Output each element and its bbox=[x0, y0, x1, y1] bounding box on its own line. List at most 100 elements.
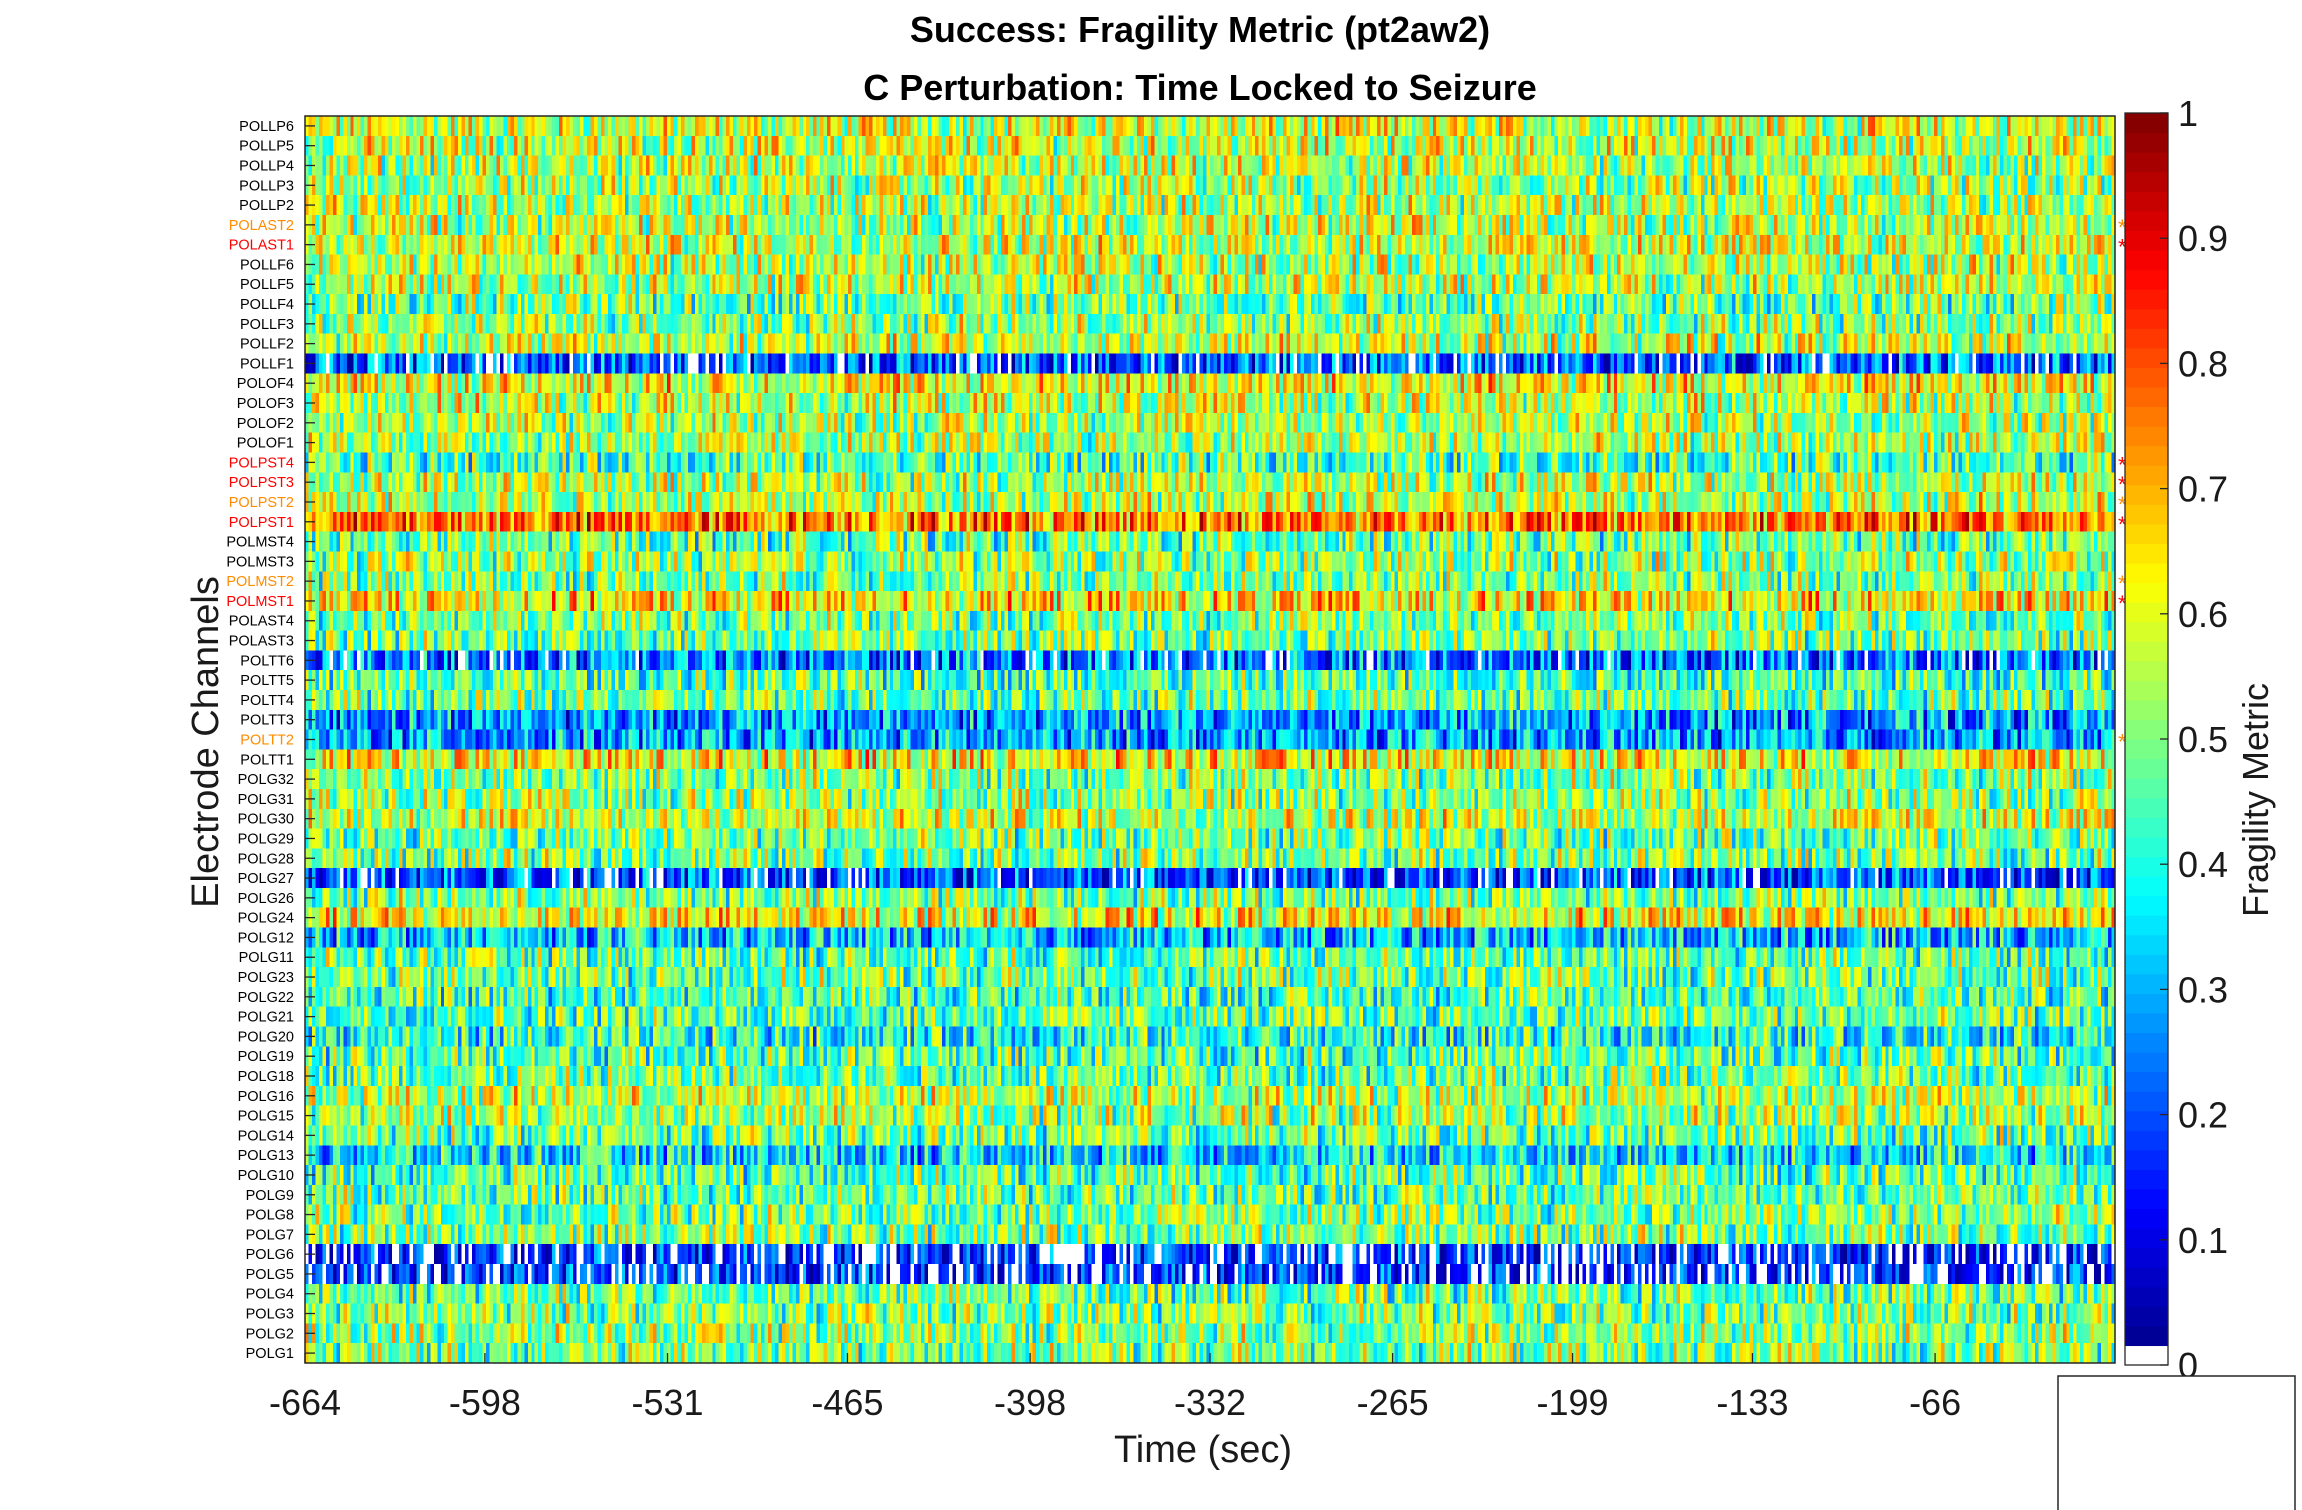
colorbar-cell bbox=[2125, 386, 2168, 408]
channel-label: POLMST4 bbox=[226, 535, 294, 551]
colorbar-cell bbox=[2125, 1306, 2168, 1327]
colorbar-tick-label: 0.1 bbox=[2178, 1220, 2228, 1261]
channel-marker: * bbox=[2118, 472, 2127, 497]
channel-marker: * bbox=[2118, 730, 2127, 755]
colorbar-cell bbox=[2125, 249, 2168, 271]
channel-label: POLG26 bbox=[238, 891, 294, 907]
channel-label: POLG5 bbox=[246, 1267, 294, 1283]
colorbar-cell bbox=[2125, 778, 2168, 799]
x-tick-label: -531 bbox=[632, 1382, 704, 1423]
channel-label: POLLP6 bbox=[239, 119, 294, 135]
channel-labels: POLLP6 POLLP5 POLLP4 POLLP3 POLLP2 POLAST2 POL… bbox=[226, 119, 294, 1362]
colorbar-cell bbox=[2125, 1110, 2168, 1131]
x-tick-label: -598 bbox=[449, 1382, 521, 1423]
channel-label: POLPST3 bbox=[229, 475, 294, 491]
channel-label: POLAST3 bbox=[229, 634, 294, 650]
colorbar-cell bbox=[2125, 289, 2168, 310]
colorbar-tick-label: 0.8 bbox=[2178, 343, 2228, 384]
colorbar-cell bbox=[2125, 1247, 2168, 1268]
x-tick-label: -332 bbox=[1174, 1382, 1246, 1423]
colorbar-cell bbox=[2125, 1130, 2168, 1151]
channel-label: POLLF5 bbox=[240, 277, 294, 293]
channel-label: POLG32 bbox=[238, 772, 294, 788]
channel-label: POLMST1 bbox=[226, 594, 294, 610]
channel-label: POLG24 bbox=[238, 911, 294, 927]
colorbar-cell bbox=[2125, 973, 2168, 994]
colorbar-cell bbox=[2125, 562, 2168, 584]
channel-label: POLAST4 bbox=[229, 614, 294, 630]
colorbar-tick-label: 1 bbox=[2178, 93, 2198, 134]
channel-label: POLLF2 bbox=[240, 337, 294, 353]
channel-label: POLLF1 bbox=[240, 356, 294, 372]
channel-label: POLG7 bbox=[246, 1227, 294, 1243]
x-axis-label: Time (sec) bbox=[1114, 1429, 1292, 1471]
channel-label: POLG6 bbox=[246, 1247, 294, 1263]
colorbar-cell bbox=[2125, 719, 2168, 740]
colorbar-cell bbox=[2125, 660, 2168, 681]
channel-label: POLG1 bbox=[246, 1346, 294, 1362]
x-tick-label: -398 bbox=[994, 1382, 1066, 1423]
colorbar-cell bbox=[2125, 1169, 2168, 1190]
channel-marker: * bbox=[2118, 512, 2127, 537]
channel-label: POLG19 bbox=[238, 1049, 294, 1065]
x-tick-label: -66 bbox=[1909, 1382, 1961, 1423]
colorbar-cell bbox=[2125, 152, 2168, 173]
channel-label: POLG9 bbox=[246, 1188, 294, 1204]
channel-label: POLOF1 bbox=[237, 436, 294, 452]
colorbar-cell bbox=[2125, 1012, 2168, 1034]
channel-label: POLG31 bbox=[238, 792, 294, 808]
x-tick-label: -465 bbox=[811, 1382, 883, 1423]
channel-label: POLG11 bbox=[239, 950, 294, 966]
colorbar-cell bbox=[2125, 954, 2168, 975]
colorbar bbox=[2124, 112, 2169, 1366]
colorbar-cell bbox=[2125, 210, 2168, 231]
chart-subtitle: C Perturbation: Time Locked to Seizure bbox=[863, 67, 1536, 108]
channel-label: POLOF4 bbox=[237, 376, 294, 392]
colorbar-cell bbox=[2125, 504, 2168, 525]
colorbar-label: Fragility Metric bbox=[2235, 683, 2276, 917]
colorbar-cell bbox=[2125, 621, 2168, 642]
colorbar-cell bbox=[2125, 1188, 2168, 1210]
colorbar-cell bbox=[2125, 406, 2168, 427]
colorbar-tick-label: 0.2 bbox=[2178, 1095, 2228, 1136]
colorbar-cell bbox=[2125, 367, 2168, 388]
channel-label: POLMST2 bbox=[226, 574, 294, 590]
colorbar-cell bbox=[2125, 915, 2168, 936]
colorbar-cell bbox=[2125, 171, 2168, 192]
colorbar-cell bbox=[2125, 1267, 2168, 1288]
legend-box bbox=[2057, 1375, 2296, 1510]
colorbar-cell bbox=[2125, 856, 2168, 877]
channel-label: POLG14 bbox=[238, 1128, 294, 1144]
channel-label: POLG10 bbox=[238, 1168, 294, 1184]
channel-label: POLG23 bbox=[238, 970, 294, 986]
channel-marker: * bbox=[2118, 235, 2127, 260]
colorbar-cell bbox=[2125, 1228, 2168, 1249]
colorbar-cell bbox=[2125, 934, 2168, 955]
colorbar-cell bbox=[2125, 269, 2168, 290]
colorbar-cell bbox=[2125, 817, 2168, 838]
colorbar-cell bbox=[2125, 875, 2168, 897]
channel-label: POLAST2 bbox=[229, 218, 294, 234]
heatmap-image bbox=[305, 116, 2115, 1363]
colorbar-cell bbox=[2125, 641, 2168, 662]
colorbar-tick-label: 0.9 bbox=[2178, 218, 2228, 259]
channel-label: POLMST3 bbox=[226, 554, 294, 570]
channel-label: POLLP2 bbox=[239, 198, 294, 214]
channel-label: POLG13 bbox=[238, 1148, 294, 1164]
channel-label: POLG16 bbox=[238, 1089, 294, 1105]
x-tick-label: -664 bbox=[269, 1382, 341, 1423]
channel-label: POLOF3 bbox=[237, 396, 294, 412]
colorbar-cell bbox=[2125, 699, 2168, 721]
colorbar-cell bbox=[2125, 308, 2168, 329]
colorbar-tick-label: 0.4 bbox=[2178, 844, 2228, 885]
colorbar-cell bbox=[2125, 113, 2168, 134]
channel-label: POLPST1 bbox=[229, 515, 294, 531]
channel-label: POLTT3 bbox=[240, 713, 294, 729]
channel-label: POLLF3 bbox=[240, 317, 294, 333]
chart-title: Success: Fragility Metric (pt2aw2) bbox=[910, 9, 1490, 50]
colorbar-cell bbox=[2125, 680, 2168, 701]
channel-label: POLG3 bbox=[246, 1307, 294, 1323]
channel-label: POLTT6 bbox=[240, 653, 294, 669]
channel-label: POLG4 bbox=[246, 1287, 294, 1303]
colorbar-cell bbox=[2125, 543, 2168, 564]
